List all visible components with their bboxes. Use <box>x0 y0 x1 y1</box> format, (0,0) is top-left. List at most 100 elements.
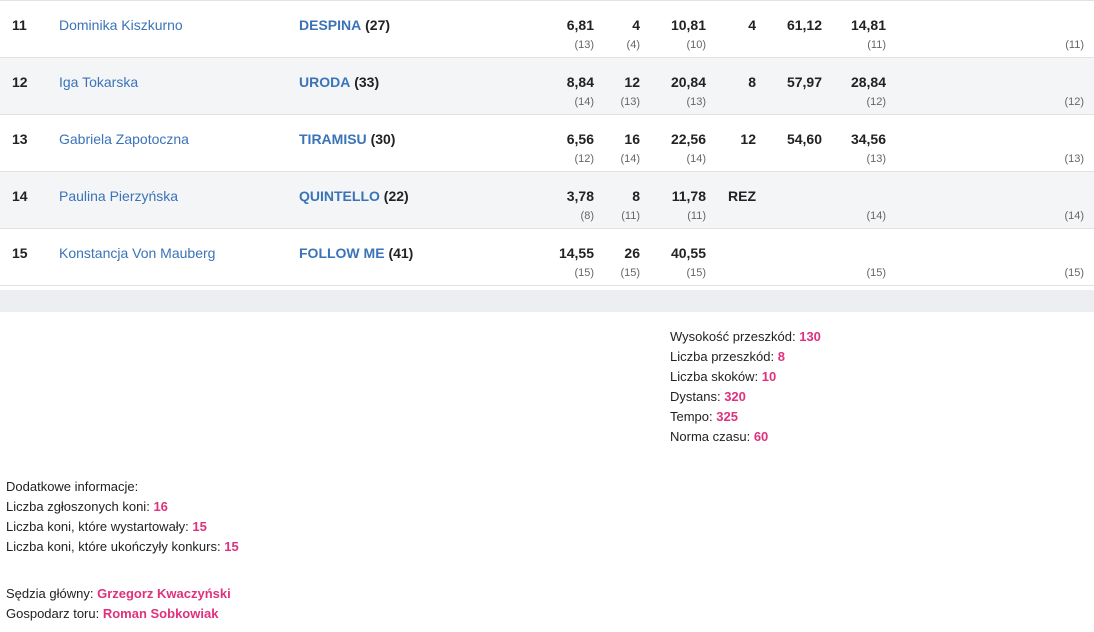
finished-label: Liczba koni, które ukończyły konkurs: <box>6 539 221 554</box>
horse-cell: QUINTELLO (22) <box>299 188 409 204</box>
final-rank-rank: (14) <box>1064 210 1084 222</box>
officials-info: Sędzia główny: Grzegorz Kwaczyński Gospo… <box>6 584 231 624</box>
height-label: Wysokość przeszkód: <box>670 329 796 344</box>
time-penalty-rank: (12) <box>574 153 594 165</box>
entered-label: Liczba zgłoszonych koni: <box>6 499 150 514</box>
table-row: 14 Paulina Pierzyńska QUINTELLO (22) 3,78 (8… <box>0 172 1094 229</box>
finished-value: 15 <box>224 539 239 554</box>
round2-time-value: 61,12 <box>786 17 822 33</box>
total-points-rank: (14) <box>686 153 706 165</box>
horse-cell: URODA (33) <box>299 74 379 90</box>
fault-points-value: 8 <box>632 188 640 204</box>
round2-time-value: 57,97 <box>786 74 822 90</box>
round2-faults-value: 8 <box>748 74 756 90</box>
horse-cell: FOLLOW ME (41) <box>299 245 413 261</box>
host-name: Roman Sobkowiak <box>102 606 219 621</box>
round2-faults-value: REZ <box>728 188 756 204</box>
fault-points-value: 4 <box>632 17 640 33</box>
tempo-value: 325 <box>716 409 738 424</box>
time-penalty-value: 6,81 <box>566 17 594 33</box>
fault-points-rank: (13) <box>620 96 640 108</box>
fault-points-rank: (11) <box>621 210 640 222</box>
horse-number: (22) <box>383 188 409 204</box>
horse-number: (33) <box>354 74 380 90</box>
distance-label: Dystans: <box>670 389 721 404</box>
total-points-rank: (11) <box>687 210 706 222</box>
fault-points-rank: (15) <box>620 267 640 279</box>
tempo-label: Tempo: <box>670 409 713 424</box>
time-penalty-rank: (8) <box>580 210 594 222</box>
final-score-value: 34,56 <box>850 131 886 147</box>
additional-info-title: Dodatkowe informacje: <box>6 479 139 494</box>
time-norm-label: Norma czasu: <box>670 429 751 444</box>
time-penalty-value: 14,55 <box>558 245 594 261</box>
time-norm-value: 60 <box>753 429 769 444</box>
entered-value: 16 <box>153 499 168 514</box>
obstacles-value: 8 <box>777 349 785 364</box>
results-table: 11 Dominika Kiszkurno DESPINA (27) 6,81 (13)… <box>0 0 1094 286</box>
jumps-label: Liczba skoków: <box>670 369 759 384</box>
horse-link[interactable]: DESPINA <box>299 17 362 33</box>
course-info: Wysokość przeszkód: 130 Liczba przeszkód… <box>670 327 821 447</box>
final-score-value: 14,81 <box>850 17 886 33</box>
total-points-rank: (13) <box>686 96 706 108</box>
fault-points-rank: (14) <box>620 153 640 165</box>
horse-link[interactable]: FOLLOW ME <box>299 245 385 261</box>
time-penalty-value: 6,56 <box>566 131 594 147</box>
rider-link[interactable]: Iga Tokarska <box>59 74 139 90</box>
final-rank-rank: (13) <box>1064 153 1084 165</box>
table-row: 11 Dominika Kiszkurno DESPINA (27) 6,81 (13)… <box>0 1 1094 58</box>
time-penalty-rank: (13) <box>574 39 594 51</box>
judge-name: Grzegorz Kwaczyński <box>97 586 231 601</box>
final-score-rank: (11) <box>867 39 886 51</box>
total-points-value: 20,84 <box>670 74 706 90</box>
fault-points-rank: (4) <box>626 39 640 51</box>
rank-cell: 13 <box>12 131 28 147</box>
horse-cell: TIRAMISU (30) <box>299 131 395 147</box>
fault-points-value: 16 <box>624 131 640 147</box>
total-points-rank: (15) <box>686 267 706 279</box>
fault-points-value: 26 <box>624 245 640 261</box>
final-rank-rank: (15) <box>1064 267 1084 279</box>
started-value: 15 <box>192 519 207 534</box>
started-label: Liczba koni, które wystartowały: <box>6 519 189 534</box>
rider-link[interactable]: Paulina Pierzyńska <box>59 188 179 204</box>
total-points-value: 11,78 <box>671 188 706 204</box>
table-row: 12 Iga Tokarska URODA (33) 8,84 (14) 12 (13) 20… <box>0 58 1094 115</box>
total-points-value: 10,81 <box>670 17 706 33</box>
final-score-rank: (13) <box>866 153 886 165</box>
rank-cell: 14 <box>12 188 28 204</box>
rider-link[interactable]: Gabriela Zapotoczna <box>59 131 189 147</box>
time-penalty-value: 3,78 <box>566 188 594 204</box>
total-points-value: 40,55 <box>670 245 706 261</box>
rider-link[interactable]: Konstancja Von Mauberg <box>59 245 216 261</box>
fault-points-value: 12 <box>624 74 640 90</box>
host-label: Gospodarz toru: <box>6 606 100 621</box>
final-score-rank: (15) <box>866 267 886 279</box>
final-score-rank: (14) <box>866 210 886 222</box>
distance-value: 320 <box>724 389 746 404</box>
rank-cell: 11 <box>12 17 27 33</box>
time-penalty-value: 8,84 <box>566 74 594 90</box>
rank-cell: 12 <box>12 74 28 90</box>
rank-cell: 15 <box>12 245 28 261</box>
final-score-value: 28,84 <box>850 74 886 90</box>
total-points-rank: (10) <box>686 39 706 51</box>
rider-link[interactable]: Dominika Kiszkurno <box>59 17 183 33</box>
table-row: 13 Gabriela Zapotoczna TIRAMISU (30) 6,56 (1… <box>0 115 1094 172</box>
round2-faults-value: 4 <box>748 17 756 33</box>
final-rank-rank: (11) <box>1065 39 1084 51</box>
time-penalty-rank: (15) <box>574 267 594 279</box>
horse-number: (27) <box>365 17 391 33</box>
final-score-rank: (12) <box>866 96 886 108</box>
horse-link[interactable]: TIRAMISU <box>299 131 367 147</box>
table-footer-band <box>0 290 1094 312</box>
horse-link[interactable]: QUINTELLO <box>299 188 380 204</box>
total-points-value: 22,56 <box>670 131 706 147</box>
additional-info: Dodatkowe informacje: Liczba zgłoszonych… <box>6 477 239 557</box>
time-penalty-rank: (14) <box>574 96 594 108</box>
round2-faults-value: 12 <box>740 131 756 147</box>
table-row: 15 Konstancja Von Mauberg FOLLOW ME (41) 14… <box>0 229 1094 286</box>
horse-link[interactable]: URODA <box>299 74 351 90</box>
height-value: 130 <box>799 329 821 344</box>
